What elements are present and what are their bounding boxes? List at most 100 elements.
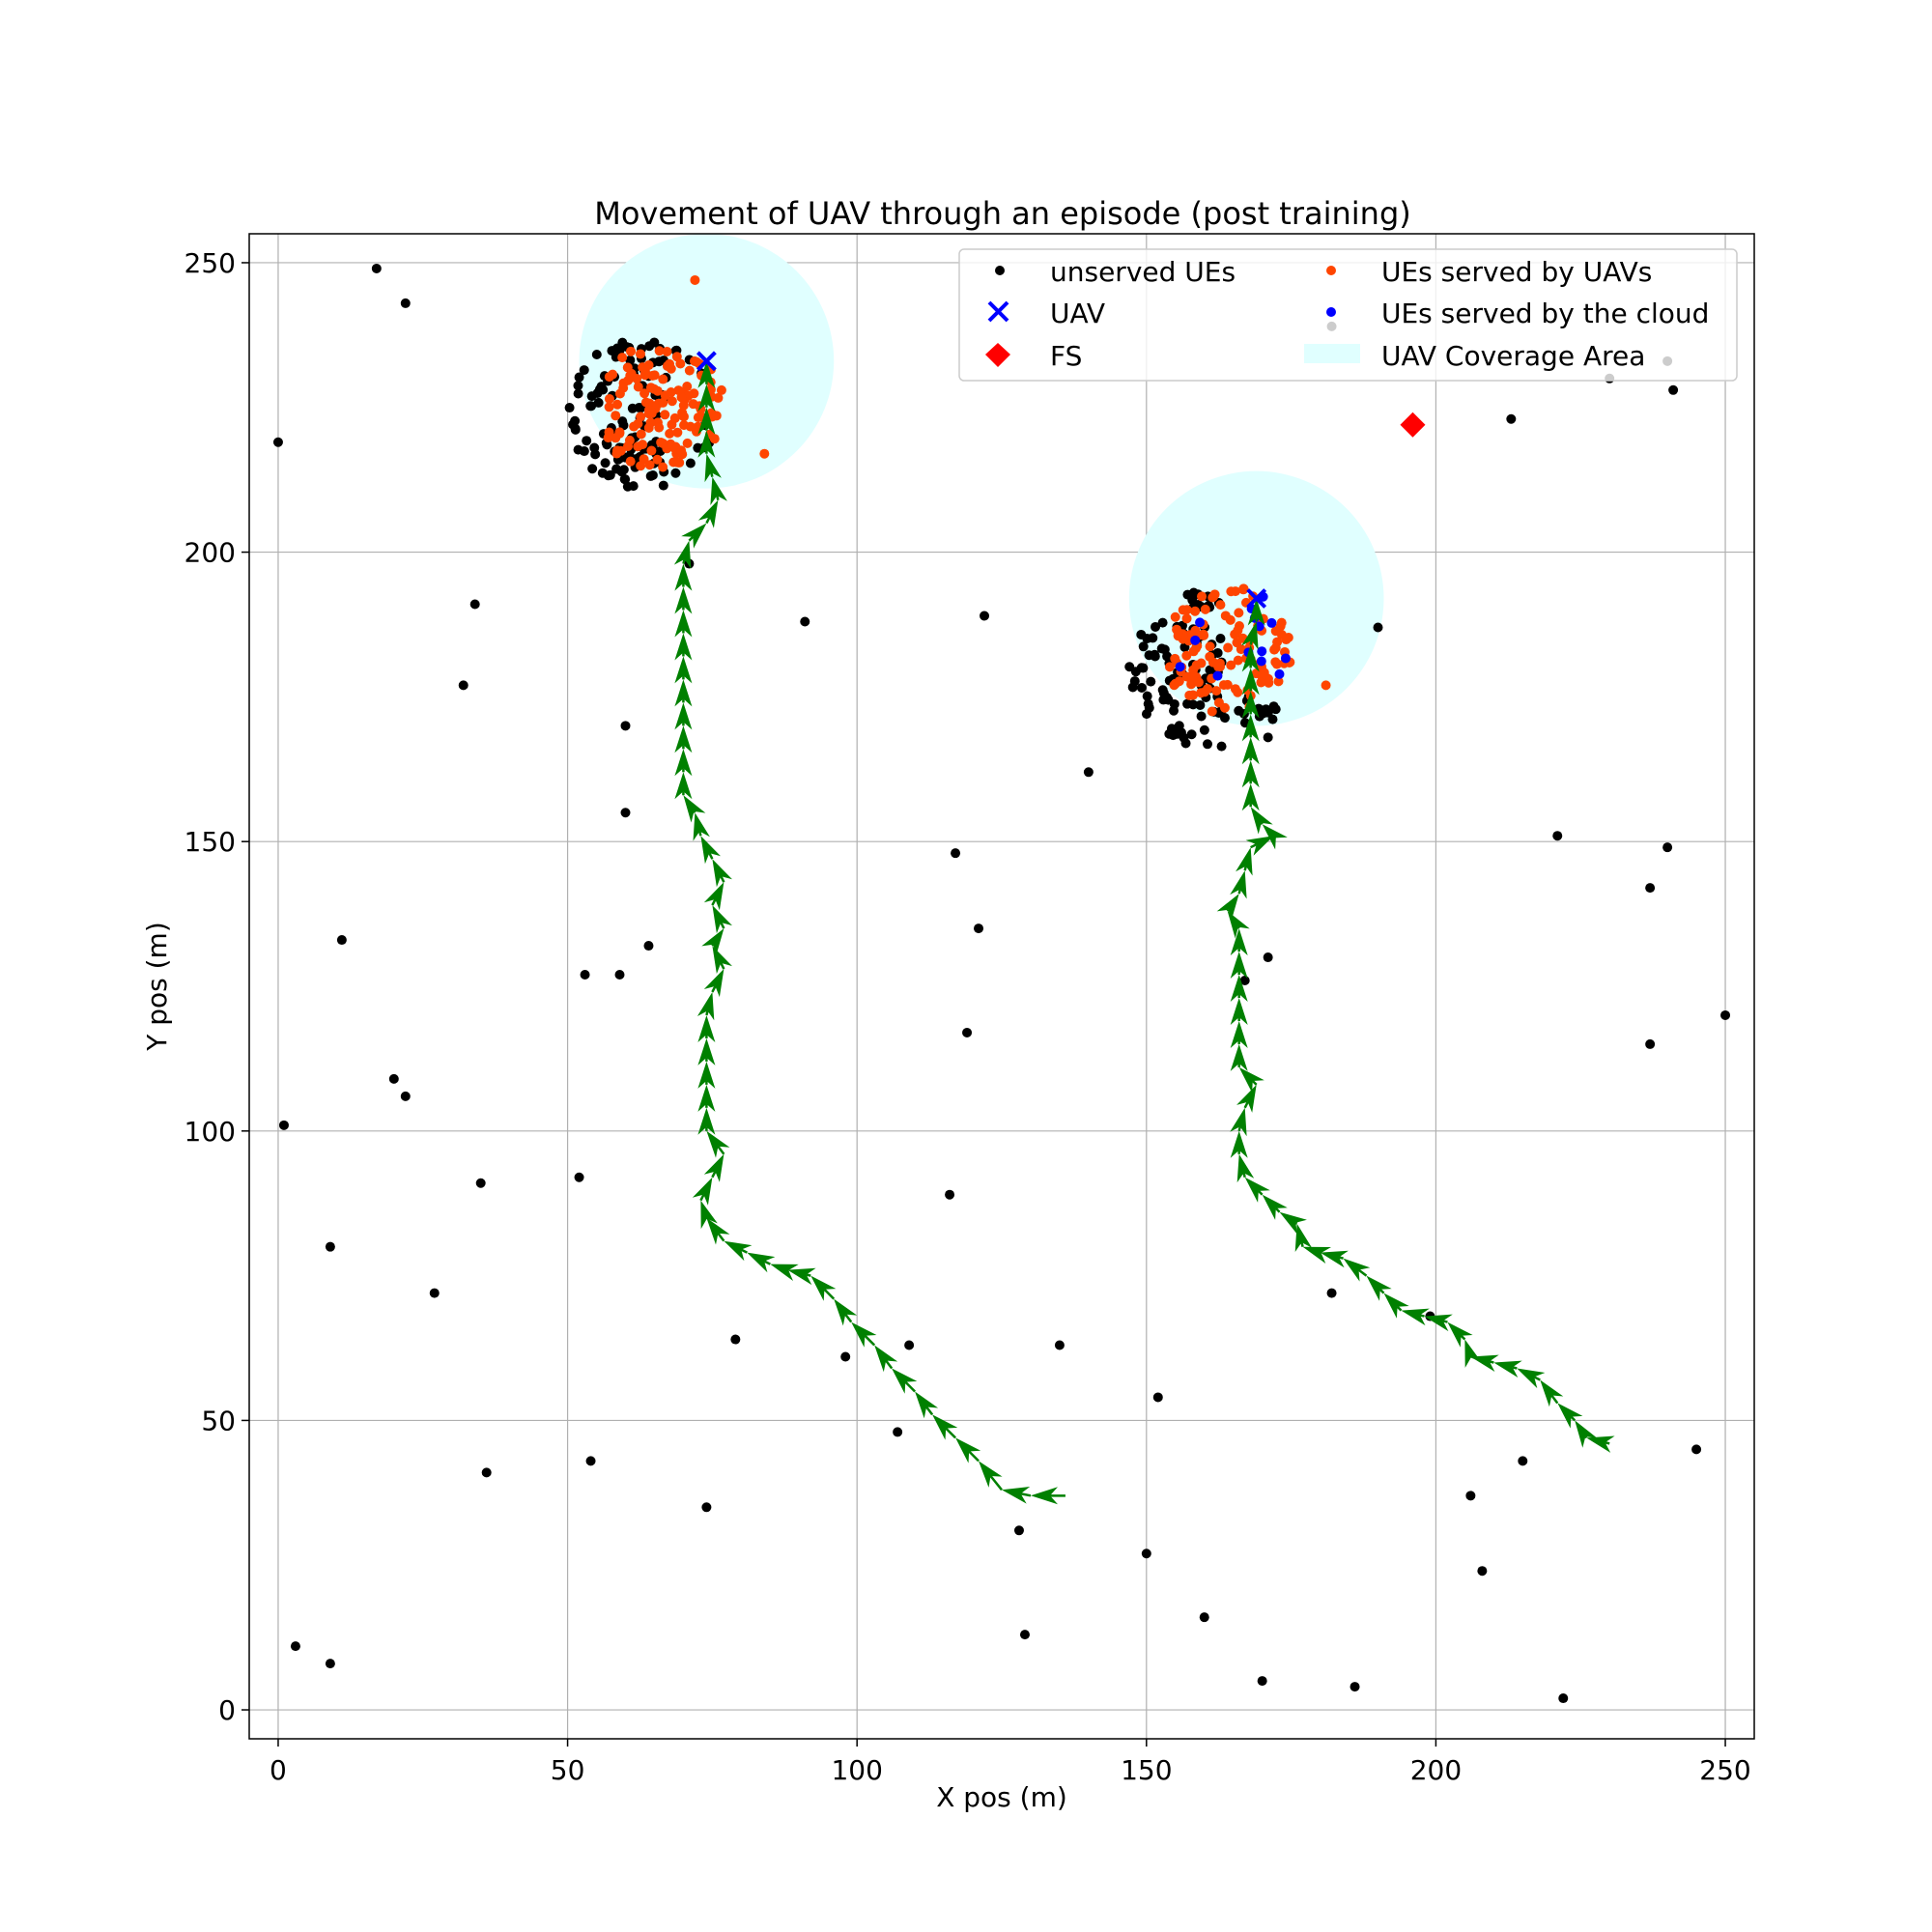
trajectory-arrow <box>701 928 724 956</box>
uav-served-ue-point <box>667 396 677 407</box>
x-tick-label: 100 <box>831 1754 882 1786</box>
uav-marker <box>696 351 717 372</box>
trajectory-segment <box>1257 1190 1264 1196</box>
trajectory-arrow <box>1241 760 1260 788</box>
uav-served-ue-point <box>684 365 695 376</box>
uav-served-ue-point <box>608 369 618 380</box>
unserved-ue-point <box>1234 705 1244 716</box>
legend-uav-marker <box>987 300 1009 323</box>
unserved-ue-point <box>904 1340 915 1350</box>
trajectory-arrow <box>700 1200 718 1230</box>
trajectory-segment <box>1489 1360 1494 1364</box>
trajectory-segment <box>682 558 686 564</box>
unserved-ue-point <box>643 941 654 952</box>
uav-served-ue-point <box>1238 584 1249 595</box>
trajectory-segment <box>844 1313 853 1323</box>
trajectory-segment <box>693 810 696 813</box>
unserved-ue-point <box>1199 1612 1209 1623</box>
fs-marker <box>1400 412 1426 438</box>
unserved-ue-point <box>1216 741 1227 752</box>
uav-served-ue-point <box>1170 653 1180 664</box>
unserved-ue-point <box>1263 952 1273 963</box>
unserved-ue-point <box>1188 699 1199 710</box>
trajectory-segment <box>717 1146 725 1155</box>
uav-served-ue-point <box>1181 613 1192 624</box>
unserved-ue-point <box>620 721 631 731</box>
y-tick-label: 200 <box>185 537 236 569</box>
unserved-ue-point <box>585 401 596 412</box>
unserved-ue-point <box>1141 1548 1151 1559</box>
uav-served-ue-point <box>614 388 625 399</box>
unserved-ue-point <box>625 355 636 365</box>
trajectory-arrow <box>1575 1420 1598 1448</box>
trajectory-arrow <box>1424 1314 1453 1332</box>
y-tick-label: 150 <box>185 826 236 858</box>
uav-served-ue-point <box>654 422 665 433</box>
uav-served-ue-point <box>646 445 657 456</box>
uav-served-ue-point <box>636 461 646 471</box>
unserved-ue-point <box>325 1241 335 1252</box>
trajectory-arrow <box>955 1437 981 1463</box>
cloud-served-ue-point <box>1256 656 1266 667</box>
y-tick-label: 100 <box>185 1116 236 1148</box>
unserved-ue-point <box>951 848 961 859</box>
trajectory-arrow <box>1230 952 1248 979</box>
trajectory-arrow <box>697 407 716 435</box>
trajectory-segment <box>1272 835 1277 839</box>
trajectory-segment <box>688 535 695 542</box>
trajectory-arrow <box>851 1321 877 1348</box>
uav-served-ue-point <box>690 355 700 366</box>
trajectory-arrow <box>1540 1379 1564 1407</box>
trajectory-layer <box>673 360 1615 1505</box>
grid-lines <box>249 234 1754 1739</box>
trajectory-segment <box>1274 1207 1281 1213</box>
unserved-ue-point <box>458 680 469 691</box>
trajectory-arrow <box>1557 1403 1583 1429</box>
trajectory-arrow <box>681 523 707 549</box>
trajectory-segment <box>1357 1268 1368 1277</box>
trajectory-arrow <box>697 1107 716 1135</box>
unserved-ue-point <box>647 469 658 480</box>
trajectory-arrow <box>810 1275 837 1301</box>
trajectory-segment <box>1300 1241 1304 1247</box>
unserved-ue-point <box>1518 1456 1528 1466</box>
unserved-ue-point <box>1013 1525 1024 1536</box>
trajectory-arrow <box>674 656 693 684</box>
trajectory-segment <box>1250 843 1258 849</box>
unserved-ue-point <box>1263 732 1273 743</box>
trajectory-arrow <box>1241 668 1260 696</box>
uav-marker <box>1246 588 1267 609</box>
unserved-ue-point <box>1138 663 1149 673</box>
trajectory-segment <box>945 1427 956 1439</box>
trajectory-segment <box>864 1334 876 1347</box>
trajectory-arrow <box>1031 1487 1058 1505</box>
unserved-ue-point <box>618 465 629 475</box>
unserved-ue-point <box>1203 739 1213 750</box>
y-tick-label: 250 <box>185 247 236 279</box>
trajectory-arrow <box>1241 737 1260 765</box>
unserved-ue-point <box>617 416 628 427</box>
unserved-ue-point <box>1136 682 1147 693</box>
uav-served-ue-point <box>1181 650 1192 661</box>
x-tick-label: 200 <box>1410 1754 1462 1786</box>
uav-served-ue-point <box>682 382 693 392</box>
trajectory-arrow <box>693 812 710 841</box>
trajectory-segment <box>1378 1288 1385 1294</box>
uav-served-ue-point <box>1184 690 1195 700</box>
trajectory-arrow <box>1366 1275 1392 1301</box>
unserved-ue-point <box>429 1288 440 1298</box>
unserved-ue-point <box>1019 1630 1030 1640</box>
trajectory-arrow <box>915 1391 939 1419</box>
unserved-ue-point <box>388 1073 399 1084</box>
unserved-ue-point <box>400 298 411 308</box>
trajectory-arrow <box>1517 1368 1546 1389</box>
y-tick-label: 50 <box>201 1405 236 1436</box>
trajectory-segment <box>1605 1441 1610 1445</box>
trajectory-arrow <box>704 453 722 483</box>
uav-served-ue-point <box>1193 677 1204 688</box>
uav-served-ue-point <box>633 418 643 429</box>
trajectory-arrow <box>1230 998 1248 1025</box>
trajectory-segment <box>740 1248 748 1254</box>
unserved-ue-point <box>1668 384 1679 395</box>
trajectory-segment <box>711 985 717 993</box>
